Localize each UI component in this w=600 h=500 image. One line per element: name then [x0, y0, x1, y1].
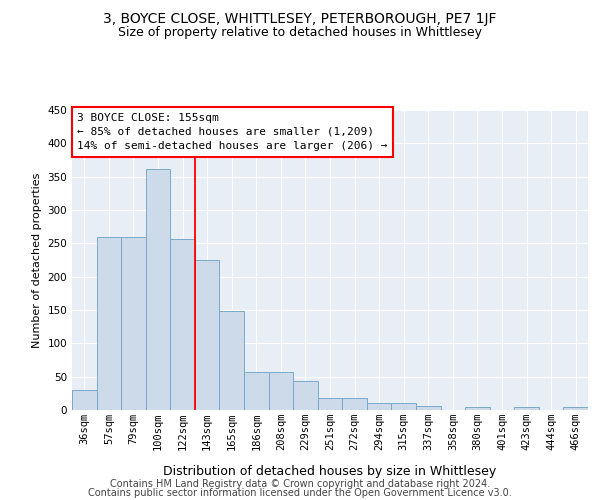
Bar	[416, 406, 440, 410]
Text: Distribution of detached houses by size in Whittlesey: Distribution of detached houses by size …	[163, 464, 497, 477]
Text: Contains HM Land Registry data © Crown copyright and database right 2024.: Contains HM Land Registry data © Crown c…	[110, 479, 490, 489]
Bar	[367, 404, 391, 410]
Bar	[391, 404, 416, 410]
Bar	[514, 408, 539, 410]
Text: 3 BOYCE CLOSE: 155sqm
← 85% of detached houses are smaller (1,209)
14% of semi-d: 3 BOYCE CLOSE: 155sqm ← 85% of detached …	[77, 113, 388, 151]
Text: 3, BOYCE CLOSE, WHITTLESEY, PETERBOROUGH, PE7 1JF: 3, BOYCE CLOSE, WHITTLESEY, PETERBOROUGH…	[103, 12, 497, 26]
Y-axis label: Number of detached properties: Number of detached properties	[32, 172, 42, 348]
Bar	[269, 372, 293, 410]
Bar	[121, 236, 146, 410]
Text: Size of property relative to detached houses in Whittlesey: Size of property relative to detached ho…	[118, 26, 482, 39]
Bar	[563, 408, 588, 410]
Bar	[318, 398, 342, 410]
Bar	[170, 238, 195, 410]
Bar	[97, 236, 121, 410]
Bar	[72, 390, 97, 410]
Bar	[293, 382, 318, 410]
Bar	[195, 260, 220, 410]
Bar	[465, 406, 490, 410]
Bar	[220, 312, 244, 410]
Bar	[342, 398, 367, 410]
Bar	[244, 372, 269, 410]
Text: Contains public sector information licensed under the Open Government Licence v3: Contains public sector information licen…	[88, 488, 512, 498]
Bar	[146, 168, 170, 410]
